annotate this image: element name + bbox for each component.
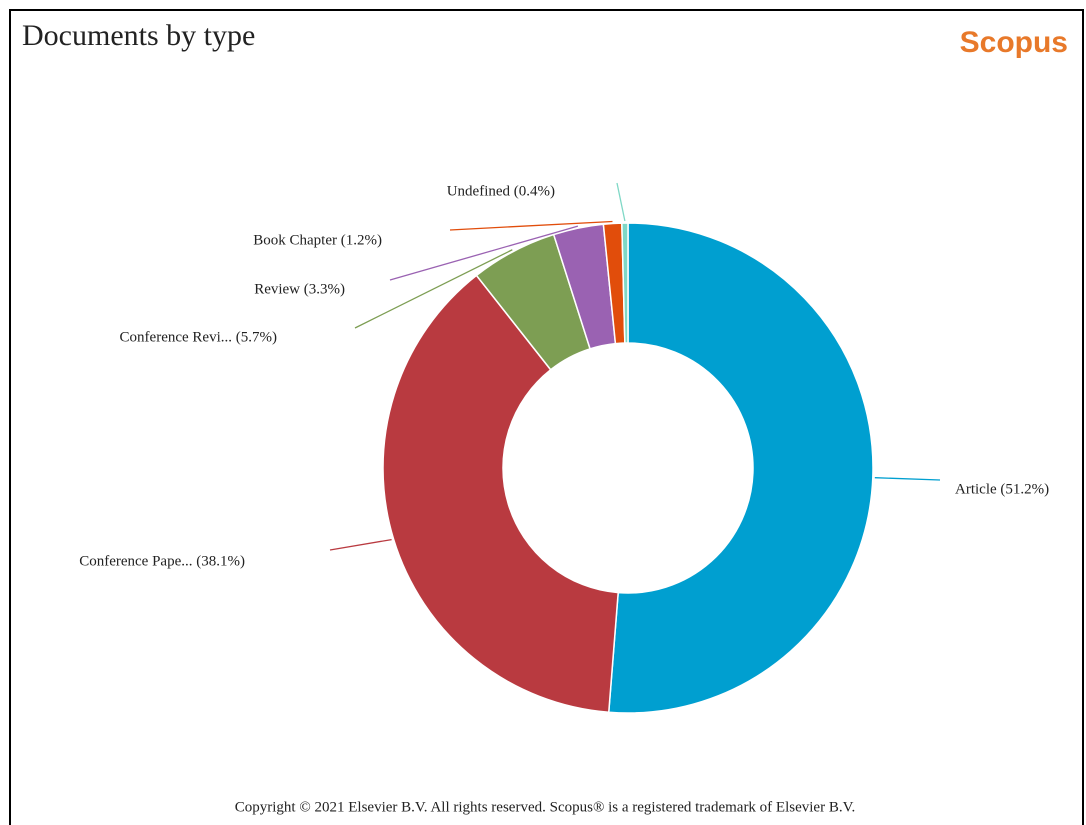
leader-line (449, 220, 613, 231)
slice-label: Review (3.3%) (254, 281, 345, 297)
leader-line (354, 249, 513, 329)
donut-slice (607, 222, 874, 714)
leader-line (616, 182, 626, 222)
slice-label: Conference Pape... (38.1%) (79, 553, 245, 569)
copyright: Copyright © 2021 Elsevier B.V. All right… (235, 799, 855, 815)
logo: Scopus (960, 26, 1068, 59)
donut-slice (382, 274, 619, 714)
frame (9, 9, 1084, 825)
leader-line (874, 477, 941, 481)
slice-label: Book Chapter (1.2%) (253, 232, 382, 248)
slice-label: Conference Revi... (5.7%) (120, 329, 277, 345)
slice-label: Undefined (0.4%) (447, 183, 555, 199)
leader-line (329, 538, 392, 551)
donut-slice (621, 222, 629, 344)
leader-line (389, 225, 579, 281)
chart-title: Documents by type (22, 19, 255, 52)
slice-label: Article (51.2%) (955, 481, 1049, 497)
